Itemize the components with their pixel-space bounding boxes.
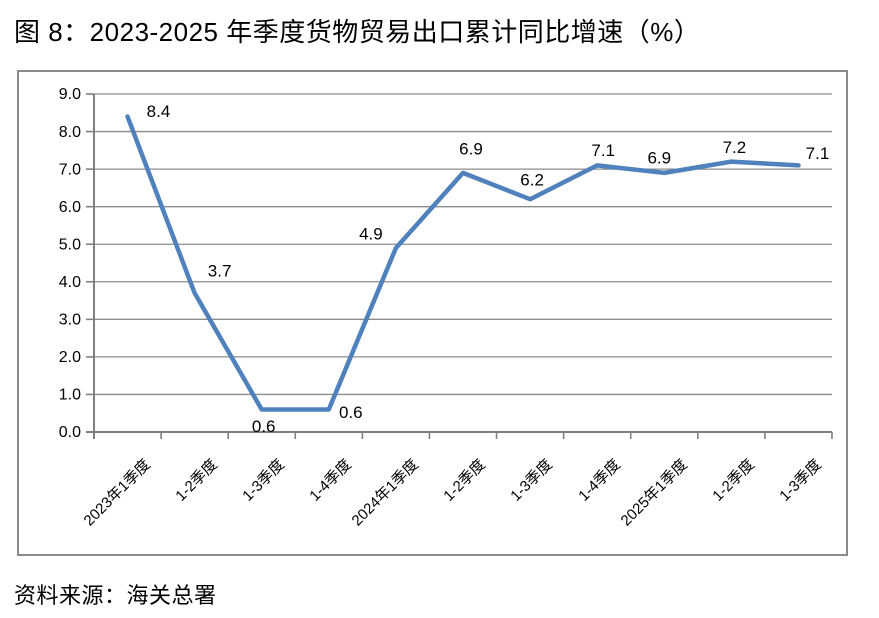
y-tick-label: 3.0 [59,312,81,329]
data-label: 4.9 [359,224,383,243]
data-label: 7.1 [806,144,830,163]
data-label: 3.7 [208,261,232,280]
y-tick-label: 4.0 [59,274,81,291]
data-label: 0.6 [339,403,363,422]
data-label: 6.9 [647,148,671,167]
figure-title: 图 8：2023-2025 年季度货物贸易出口累计同比增速（%） [14,17,701,47]
y-tick-label: 0.0 [59,424,81,441]
line-chart: 0.0 1.0 2.0 3.0 4.0 5.0 6.0 7.0 8.0 9.0 8.4 3.7 0.6 0… [59,86,833,441]
y-tick-label: 1.0 [59,387,81,404]
y-tick-label: 6.0 [59,199,81,216]
series-line [125,114,801,412]
y-tick-label: 8.0 [59,124,81,141]
chart-frame: 0.0 1.0 2.0 3.0 4.0 5.0 6.0 7.0 8.0 9.0 8.4 3.7 0.6 0… [17,70,848,556]
y-tick-label: 7.0 [59,161,81,178]
data-label: 7.1 [591,141,615,160]
data-label: 6.9 [459,139,483,158]
source-note: 资料来源：海关总署 [14,583,217,608]
y-tick-label: 5.0 [59,236,81,253]
data-label: 0.6 [252,417,276,436]
data-label: 8.4 [147,102,171,121]
y-tick-label: 9.0 [59,86,81,103]
data-label: 7.2 [723,138,747,157]
data-label: 6.2 [520,171,544,190]
y-tick-label: 2.0 [59,349,81,366]
